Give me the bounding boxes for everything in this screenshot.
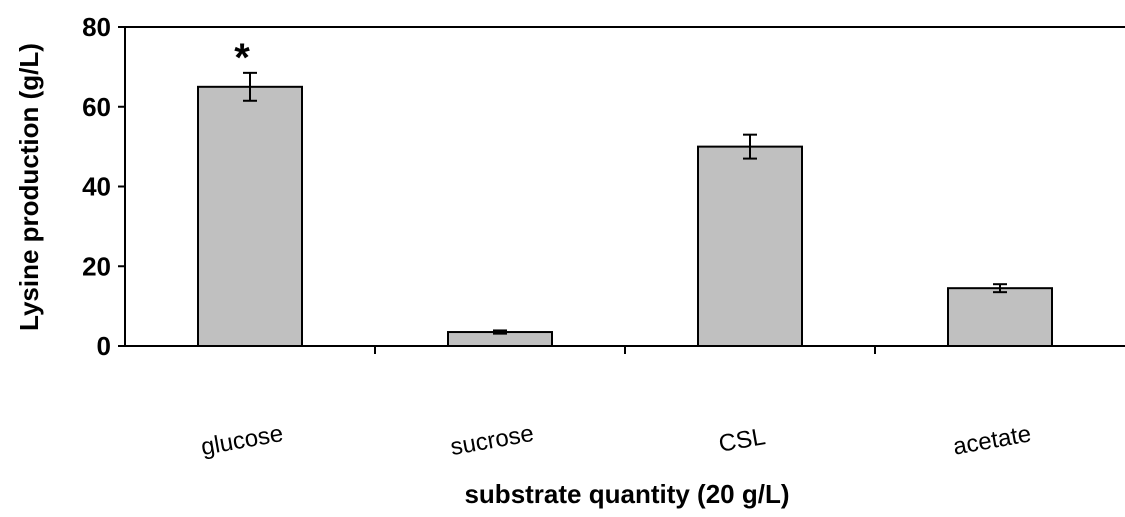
x-axis-title: substrate quantity (20 g/L) — [464, 479, 789, 509]
y-tick-label: 20 — [82, 251, 111, 281]
y-tick-label: 60 — [82, 92, 111, 122]
x-tick-label: sucrose — [448, 420, 535, 461]
y-axis-title: Lysine production (g/L) — [14, 43, 44, 331]
y-tick-label: 0 — [97, 331, 111, 361]
significance-marker: * — [234, 36, 250, 80]
bar-csl — [697, 145, 803, 347]
bar-acetate — [947, 287, 1053, 347]
bar-glucose — [197, 85, 303, 347]
x-tick-label: glucose — [199, 420, 285, 461]
y-tick-label: 40 — [82, 172, 111, 202]
x-tick-label: CSL — [717, 423, 768, 458]
y-tick-label: 80 — [82, 12, 111, 42]
x-tick-label: acetate — [951, 420, 1033, 460]
